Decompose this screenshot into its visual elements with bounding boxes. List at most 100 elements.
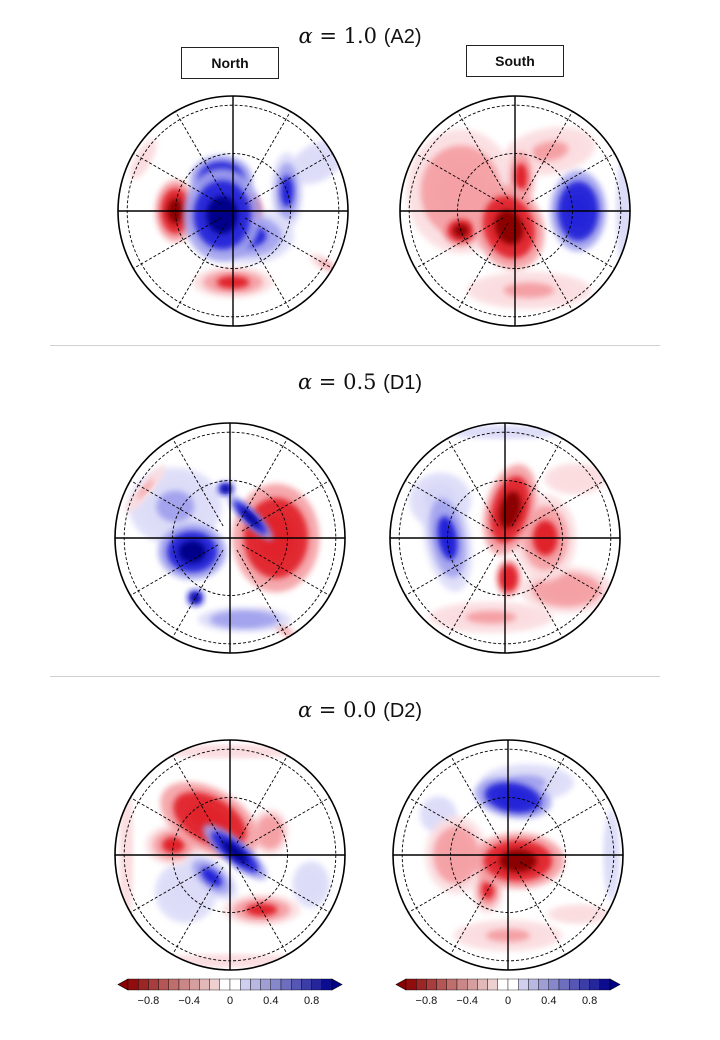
colorbar-tick-label: 0.8	[304, 995, 319, 1007]
polar-map-a2-north	[117, 95, 349, 327]
meridian-dashed	[521, 111, 573, 200]
row-title-d2: α = 0.0 (D2)	[297, 698, 423, 722]
colorbar-swatch	[558, 978, 570, 991]
meridian-dashed	[236, 549, 288, 638]
colorbar-tick-label: 0.4	[541, 995, 556, 1007]
polar-map-d2-south	[392, 739, 624, 971]
colorbar-swatch	[456, 978, 468, 991]
meridian-dashed	[457, 111, 509, 200]
colorbar-extend-low	[395, 978, 407, 991]
colorbar-swatch	[589, 978, 600, 991]
row-title-a2: α = 1.0 (A2)	[298, 24, 422, 48]
meridian-dashed	[130, 544, 219, 596]
colorbar-swatch	[548, 978, 560, 991]
colorbar-extend-high	[609, 978, 621, 991]
anomaly-core	[221, 485, 230, 492]
meridian-dashed	[511, 438, 563, 527]
colorbar-swatch	[579, 978, 590, 991]
meridian-dashed	[241, 480, 330, 532]
meridian-dashed	[408, 797, 497, 849]
meridian-dashed	[516, 480, 605, 532]
polar-map-a2-south	[399, 95, 631, 327]
meridian-dashed	[526, 217, 615, 269]
anomaly-core	[225, 614, 264, 625]
meridian-dashed	[130, 797, 219, 849]
colorbar-swatch	[528, 978, 539, 991]
anomaly-core	[241, 508, 260, 527]
meridian-dashed	[130, 861, 219, 913]
meridian-dashed	[241, 544, 330, 596]
anomaly-core	[562, 472, 589, 486]
polar-boundary	[389, 422, 621, 654]
polar-boundary	[114, 739, 346, 971]
anomaly-core	[514, 163, 528, 191]
polar-boundary	[399, 95, 631, 327]
meridian-dashed	[519, 797, 608, 849]
meridian-dashed	[239, 111, 291, 200]
meridian-dashed	[447, 549, 499, 638]
colorbar-swatch	[436, 978, 448, 991]
colorbar-swatch	[405, 978, 417, 991]
polar-map-d1-north	[114, 422, 346, 654]
anomaly-core	[245, 903, 278, 917]
meridian-dashed	[514, 755, 566, 844]
colorbar-extend-high	[331, 978, 343, 991]
colorbar-swatch	[518, 978, 529, 991]
colorbar-swatch	[477, 978, 488, 991]
meridian-dashed	[236, 438, 288, 527]
anomaly-core	[178, 540, 207, 564]
row-title-d1: α = 0.5 (D1)	[297, 370, 423, 394]
anomaly-core	[503, 570, 514, 586]
meridian-dashed	[133, 153, 222, 205]
polar-boundary	[114, 422, 346, 654]
meridian-dashed	[521, 222, 573, 311]
row-separator	[50, 676, 660, 677]
colorbar-tick-label: −0.4	[178, 995, 200, 1007]
anomaly-core	[503, 282, 555, 298]
row-separator	[50, 345, 660, 346]
anomaly-core	[137, 150, 149, 168]
meridian-dashed	[241, 861, 330, 913]
colorbar-tick-label: 0.4	[263, 995, 278, 1007]
colorbar-swatch	[446, 978, 458, 991]
meridian-dashed	[514, 866, 566, 955]
meridian-dashed	[172, 755, 224, 844]
meridian-dashed	[244, 153, 333, 205]
colorbar-tick-label: 0.8	[582, 995, 597, 1007]
meridian-dashed	[175, 222, 227, 311]
meridian-dashed	[405, 544, 494, 596]
meridian-dashed	[236, 866, 288, 955]
colorbar-swatch	[467, 978, 478, 991]
meridian-dashed	[244, 217, 333, 269]
colorbar-swatch	[416, 978, 427, 991]
colorbar-swatch	[538, 978, 549, 991]
anomaly-core	[206, 195, 239, 234]
colorbar-tick-label: −0.8	[138, 995, 160, 1007]
meridian-dashed	[415, 217, 504, 269]
colorbar-swatch	[426, 978, 437, 991]
meridian-dashed	[450, 866, 502, 955]
anomaly-core	[565, 910, 592, 918]
colorbar-tick-label: −0.8	[416, 995, 438, 1007]
meridian-dashed	[415, 153, 504, 205]
polar-map-d1-south	[389, 422, 621, 654]
colorbar-swatch	[507, 978, 519, 991]
anomaly-core	[303, 875, 319, 894]
colorbar-swatch	[599, 978, 611, 991]
polar-boundary	[392, 739, 624, 971]
meridian-dashed	[526, 153, 615, 205]
meridian-dashed	[241, 797, 330, 849]
meridian-dashed	[133, 217, 222, 269]
colorbar-swatch	[487, 978, 499, 991]
meridian-dashed	[511, 549, 563, 638]
meridian-dashed	[450, 755, 502, 844]
meridian-dashed	[447, 438, 499, 527]
south-label: South	[466, 45, 564, 77]
meridian-dashed	[172, 438, 224, 527]
meridian-dashed	[408, 861, 497, 913]
meridian-dashed	[457, 222, 509, 311]
colorbar-tick-label: −0.4	[456, 995, 478, 1007]
meridian-dashed	[172, 549, 224, 638]
